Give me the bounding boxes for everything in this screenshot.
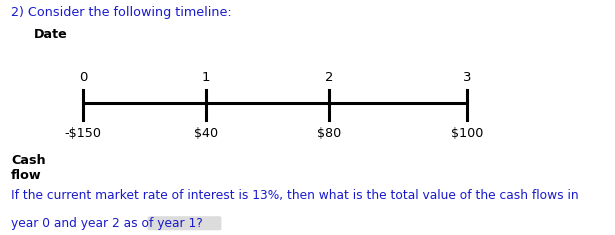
- Text: 3: 3: [463, 71, 472, 84]
- Text: 2) Consider the following timeline:: 2) Consider the following timeline:: [11, 6, 232, 19]
- Text: -$150: -$150: [65, 127, 101, 140]
- Text: Date: Date: [34, 28, 68, 41]
- Text: 1: 1: [202, 71, 210, 84]
- Text: $40: $40: [194, 127, 218, 140]
- Text: $100: $100: [451, 127, 483, 140]
- Text: If the current market rate of interest is 13%, then what is the total value of t: If the current market rate of interest i…: [11, 189, 579, 202]
- FancyBboxPatch shape: [148, 216, 221, 230]
- Text: $80: $80: [317, 127, 341, 140]
- Text: 2: 2: [325, 71, 333, 84]
- Text: year 0 and year 2 as of year 1?: year 0 and year 2 as of year 1?: [11, 217, 203, 230]
- Text: 0: 0: [79, 71, 87, 84]
- Text: Cash
flow: Cash flow: [11, 154, 46, 182]
